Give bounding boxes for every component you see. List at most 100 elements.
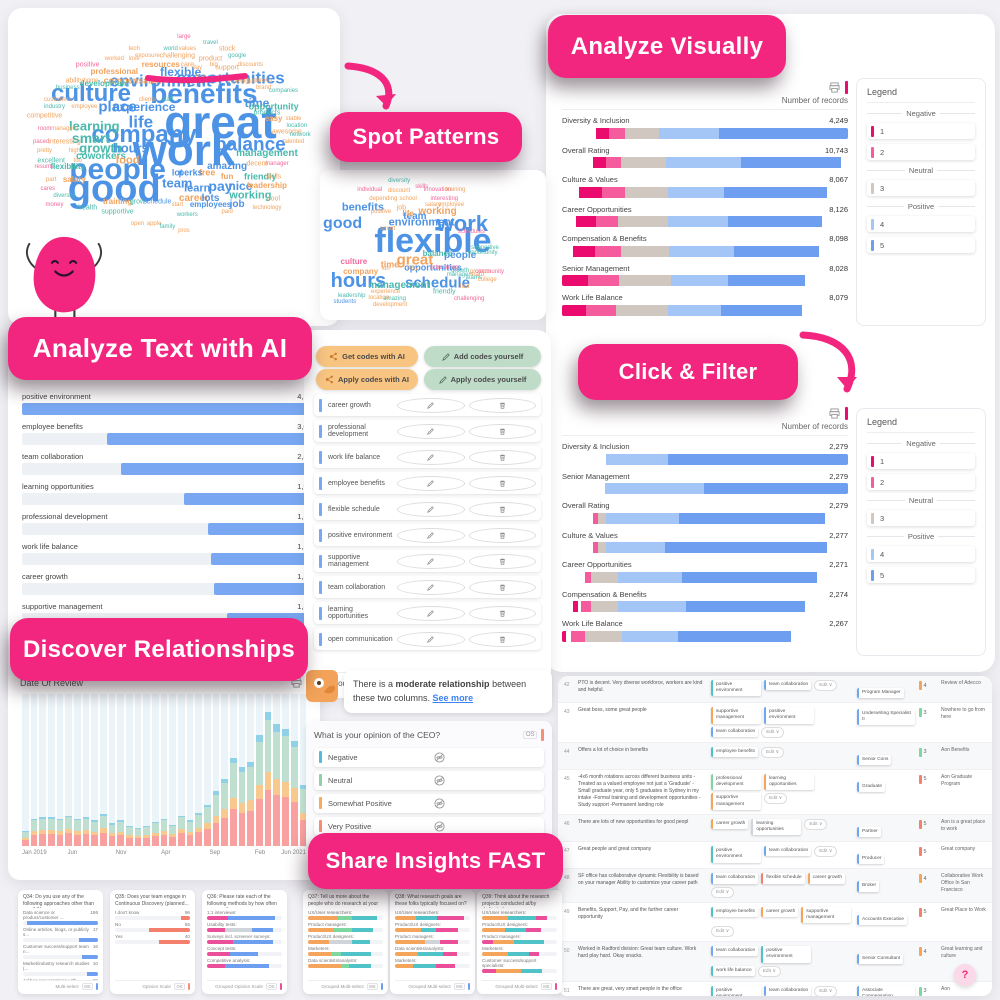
histogram-bar[interactable] [186, 694, 194, 846]
code-tag[interactable]: positive environment [764, 707, 814, 724]
code-count-row[interactable]: team collaboration2,856 [22, 452, 316, 475]
delete-code-icon[interactable] [468, 423, 536, 439]
bar-segment[interactable] [593, 512, 598, 524]
histogram-bar[interactable] [56, 694, 64, 846]
bar-segment[interactable] [826, 186, 848, 198]
bar-segment[interactable] [562, 512, 594, 524]
hide-icon[interactable] [433, 752, 445, 763]
bar-segment[interactable] [727, 216, 823, 227]
bar-segment[interactable] [562, 186, 580, 198]
answer-option[interactable]: Somewhat Positive [314, 793, 544, 813]
histogram-bar[interactable] [100, 694, 107, 846]
edit-code-icon[interactable] [397, 553, 465, 569]
answer-option[interactable]: Very Positive [314, 816, 544, 836]
legend-item[interactable]: 3 [867, 510, 975, 526]
table-row[interactable]: 45 -4x6 month rotations across different … [558, 769, 992, 815]
bar-segment[interactable] [677, 630, 791, 642]
bar-segment[interactable] [723, 186, 827, 198]
code-tag[interactable]: team collaboration [711, 873, 759, 884]
bar-segment[interactable] [733, 245, 820, 257]
bar-segment[interactable] [667, 304, 721, 316]
code-count-row[interactable]: positive environment4,310 [22, 392, 316, 415]
chart-row[interactable]: Overall Rating 2,279 [562, 501, 848, 524]
chart-row[interactable]: Compensation & Benefits 2,274 [562, 590, 848, 612]
bar-segment[interactable] [669, 245, 734, 257]
code-tag[interactable]: supportive management [711, 793, 761, 810]
code-tag[interactable]: employee benefits [711, 746, 758, 757]
bar-segment[interactable] [617, 601, 687, 612]
role-tag[interactable]: Underwriting Specialist II [857, 709, 915, 726]
bar-segment[interactable] [727, 275, 806, 286]
chart-row[interactable]: Compensation & Benefits 8,098 [562, 234, 848, 257]
stacked-bar[interactable] [562, 245, 848, 257]
bar-segment[interactable] [740, 157, 841, 168]
legend-item[interactable]: 1 [867, 123, 975, 139]
bar-segment[interactable] [562, 127, 597, 139]
role-tag[interactable]: Associate Compensation Consultant [857, 985, 915, 996]
bar-segment[interactable] [790, 630, 848, 642]
delete-code-icon[interactable] [468, 449, 536, 465]
code-count-row[interactable]: work life balance1,538 [22, 542, 316, 565]
code-tag[interactable]: career growth [760, 906, 799, 917]
bar-segment[interactable] [606, 542, 665, 553]
histogram-bar[interactable] [74, 694, 81, 846]
bar-segment[interactable] [577, 601, 581, 612]
edit-tags-button[interactable]: Edit ∨ [757, 965, 781, 977]
print-icon[interactable] [829, 407, 840, 419]
code-tag[interactable]: team collaboration [711, 726, 759, 737]
bar-segment[interactable] [566, 630, 571, 642]
mini-chart-card[interactable]: Q35: Does your team engage in Continuous… [110, 890, 195, 994]
mini-chart-card[interactable]: Q34: Do you use any of the following app… [18, 890, 103, 994]
bar-segment[interactable] [822, 216, 848, 227]
hide-icon[interactable] [433, 798, 445, 809]
hide-icon[interactable] [433, 775, 445, 786]
bar-segment[interactable] [624, 127, 660, 139]
bar-segment[interactable] [664, 542, 827, 553]
hide-icon[interactable] [433, 821, 445, 832]
bar-segment[interactable] [562, 630, 567, 642]
bar-segment[interactable] [590, 601, 618, 612]
code-tag[interactable]: team collaboration [764, 985, 812, 996]
mini-chart-card[interactable]: Q39: Think about the research projects c… [477, 890, 562, 994]
code-item[interactable]: positive environment [314, 524, 541, 546]
histogram-bar[interactable] [39, 694, 47, 846]
bar-segment[interactable] [587, 275, 620, 286]
bar-segment[interactable] [825, 512, 848, 524]
stacked-bar[interactable] [562, 512, 848, 524]
histogram-bar[interactable] [204, 694, 211, 846]
bar-segment[interactable] [686, 601, 806, 612]
chart-row[interactable]: Overall Rating 10,743 [562, 146, 848, 168]
bar-segment[interactable] [597, 512, 607, 524]
mini-chart-card[interactable]: Q36: Please rate each of the following m… [202, 890, 287, 994]
bar-segment[interactable] [703, 483, 848, 494]
table-row[interactable]: 50 Worked in Radford division: Great team… [558, 942, 992, 982]
role-tag[interactable]: Producer [857, 854, 885, 865]
chart-row[interactable]: Career Opportunities 2,271 [562, 560, 848, 583]
code-count-row[interactable]: learning opportunities1,934 [22, 482, 316, 505]
bar-segment[interactable] [682, 571, 817, 583]
code-tag[interactable]: employee benefits [711, 906, 758, 917]
bar-segment[interactable] [666, 157, 741, 168]
hide-option-icon[interactable] [433, 798, 540, 809]
stacked-bar[interactable] [562, 483, 848, 494]
code-item[interactable]: team collaboration [314, 576, 541, 598]
legend-item[interactable]: 5 [867, 237, 975, 253]
code-tag[interactable]: learning opportunities [764, 773, 814, 791]
bar-segment[interactable] [562, 542, 594, 553]
bar-segment[interactable] [579, 186, 603, 198]
stacked-bar[interactable] [562, 304, 848, 316]
bar-segment[interactable] [596, 127, 610, 139]
delete-code-icon[interactable] [468, 579, 536, 595]
histogram-bar[interactable] [212, 694, 220, 846]
stacked-bar[interactable] [562, 186, 848, 198]
bar-segment[interactable] [570, 630, 585, 642]
bar-segment[interactable] [593, 157, 607, 168]
hide-option-icon[interactable] [433, 821, 540, 832]
code-tag[interactable]: work life balance [711, 965, 755, 976]
delete-code-icon[interactable] [468, 631, 536, 647]
code-tag[interactable]: positive environment [761, 946, 812, 963]
table-row[interactable]: 47 Great people and great company positive… [558, 842, 992, 870]
edit-code-icon[interactable] [397, 397, 465, 413]
codes-button-get-codes-with-ai[interactable]: Get codes with AI [316, 346, 418, 367]
histogram-bar[interactable] [65, 694, 73, 846]
